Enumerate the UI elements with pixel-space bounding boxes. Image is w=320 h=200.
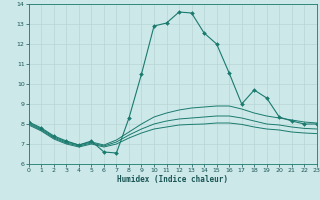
- X-axis label: Humidex (Indice chaleur): Humidex (Indice chaleur): [117, 175, 228, 184]
